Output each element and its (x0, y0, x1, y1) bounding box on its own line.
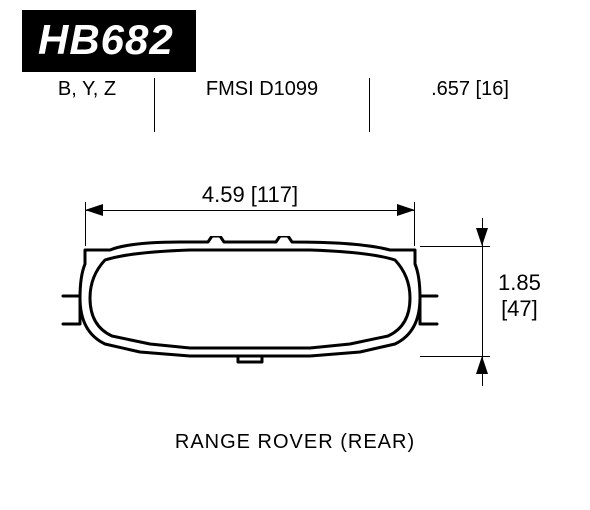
pad-left-ear (63, 296, 80, 324)
height-label-line1: 1.85 (498, 270, 541, 296)
height-dimension-label: 1.85 [47] (498, 270, 541, 322)
arrow-right-icon (397, 204, 415, 216)
spec-compounds: B, Y, Z (22, 78, 152, 101)
pad-right-ear (420, 296, 437, 324)
width-dimension-label: 4.59 [117] (85, 182, 415, 208)
height-ext-top (420, 246, 490, 247)
arrow-up-icon (476, 356, 488, 374)
width-dimension-line (85, 210, 415, 211)
spec-row: B, Y, Z FMSI D1099 .657 [16] (22, 78, 568, 132)
arrow-left-icon (85, 204, 103, 216)
spec-divider-1 (154, 78, 155, 132)
height-line-main (482, 246, 483, 356)
spec-fmsi: FMSI D1099 (157, 78, 367, 101)
caption: RANGE ROVER (REAR) (0, 431, 590, 454)
pad-inner-path (90, 250, 410, 348)
part-number-text: HB682 (38, 16, 174, 63)
brake-pad-drawing (60, 236, 440, 386)
height-label-line2: [47] (498, 296, 541, 322)
spec-divider-2 (369, 78, 370, 132)
arrow-down-icon (476, 228, 488, 246)
part-number-header: HB682 (22, 10, 196, 72)
spec-thickness: .657 [16] (372, 78, 568, 101)
